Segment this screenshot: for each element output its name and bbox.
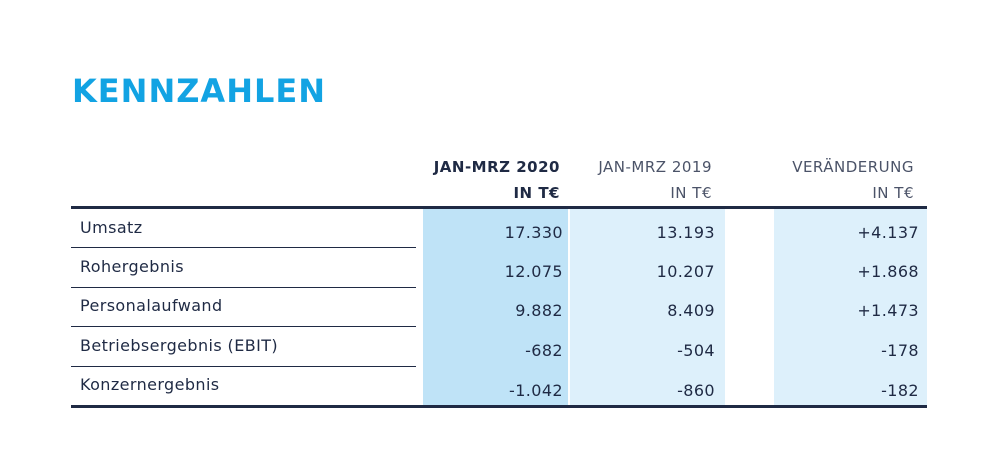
column-2019-background [570,209,725,405]
row-separator [71,287,416,288]
column-header-2019: JAN-MRZ 2019 IN T€ [570,154,712,206]
value-2020: 17.330 [504,223,563,242]
column-header-2019-period: JAN-MRZ 2019 [598,158,712,176]
value-change: +1.868 [857,262,919,281]
value-change: -182 [881,381,919,400]
table-row: Konzernergebnis -1.042 -860 -182 [71,367,927,407]
page-title: KENNZAHLEN [72,72,326,110]
value-change: +4.137 [857,223,919,242]
value-2019: 10.207 [656,262,715,281]
table-row: Umsatz 17.330 13.193 +4.137 [71,209,927,249]
row-label: Personalaufwand [80,296,223,315]
column-header-change-label: VERÄNDERUNG [792,158,914,176]
value-2019: 13.193 [656,223,715,242]
column-header-2020-unit: IN T€ [513,184,560,202]
table-bottom-rule [71,405,927,408]
table-top-rule [71,206,927,209]
row-separator [71,247,416,248]
value-2019: -504 [677,341,715,360]
value-2020: 12.075 [504,262,563,281]
value-2020: -1.042 [509,381,563,400]
row-label: Rohergebnis [80,257,184,276]
row-label: Betriebsergebnis (EBIT) [80,336,279,355]
row-separator [71,326,416,327]
row-label: Umsatz [80,218,143,237]
table-row: Personalaufwand 9.882 8.409 +1.473 [71,288,927,328]
kennzahlen-table: Umsatz 17.330 13.193 +4.137 Rohergebnis … [71,206,927,408]
table-row: Betriebsergebnis (EBIT) -682 -504 -178 [71,327,927,367]
column-2020-background [423,209,568,405]
column-change-background [774,209,927,405]
value-change: -178 [881,341,919,360]
column-header-change-unit: IN T€ [872,184,914,202]
value-2019: -860 [677,381,715,400]
column-header-2019-unit: IN T€ [670,184,712,202]
row-separator [71,366,416,367]
row-label: Konzernergebnis [80,375,220,394]
value-2019: 8.409 [667,301,715,320]
column-header-2020: JAN-MRZ 2020 IN T€ [420,154,560,206]
column-header-2020-period: JAN-MRZ 2020 [433,158,560,176]
value-change: +1.473 [857,301,919,320]
table-row: Rohergebnis 12.075 10.207 +1.868 [71,248,927,288]
value-2020: 9.882 [515,301,563,320]
column-header-change: VERÄNDERUNG IN T€ [760,154,914,206]
value-2020: -682 [525,341,563,360]
